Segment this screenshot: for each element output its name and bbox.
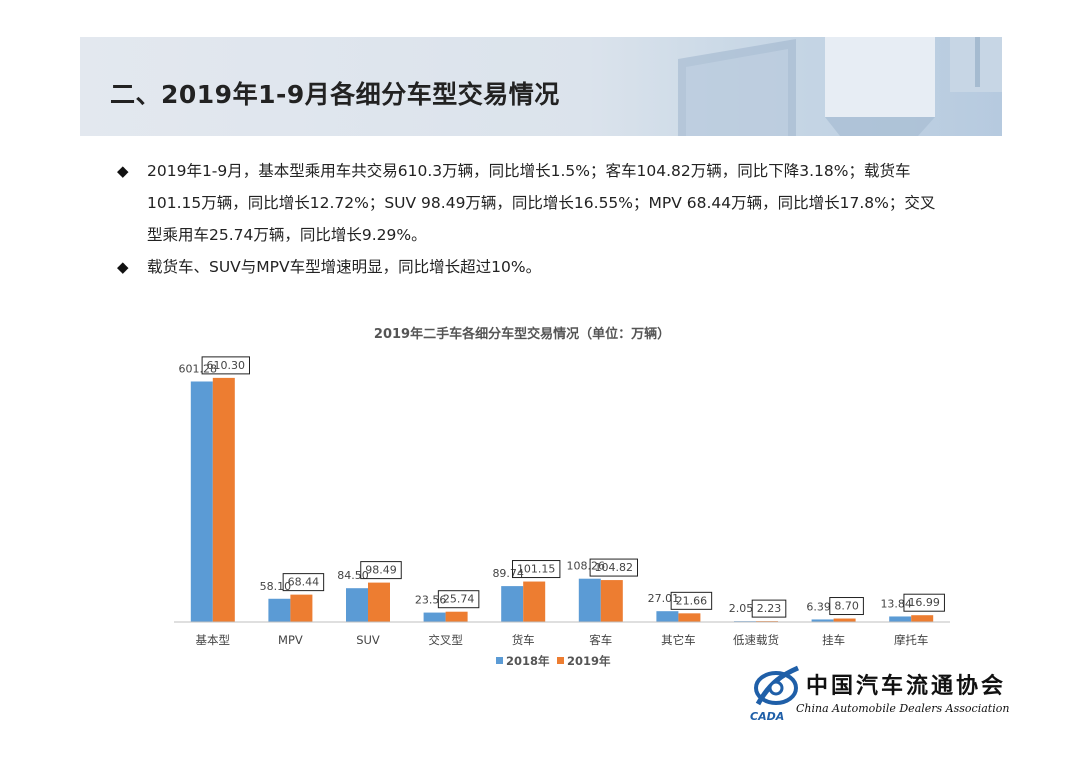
data-label-2018-6: 27.01 [648, 592, 680, 605]
cube-decoration [678, 37, 1002, 136]
x-tick-label-2: SUV [356, 633, 380, 647]
data-label-2018-0: 601.28 [179, 362, 218, 375]
data-label-box-2019-4 [512, 560, 561, 579]
bar-2019-8 [833, 618, 856, 622]
chart-legend: 2018年 2019年 [496, 654, 611, 668]
bar-2019-3 [445, 611, 468, 622]
data-label-box-2019-7 [751, 599, 787, 618]
data-label-2019-4: 101.15 [517, 563, 556, 576]
logo-english-name: China Automobile Dealers Association [796, 702, 1010, 715]
x-tick-label-5: 客车 [589, 633, 612, 647]
x-tick-label-3: 交叉型 [428, 633, 463, 647]
bar-2018-3 [423, 612, 446, 622]
logo-mark-text: CADA [750, 710, 784, 723]
bar-2018-4 [501, 586, 524, 622]
x-tick-label-4: 货车 [512, 633, 535, 647]
data-label-2019-3: 25.74 [443, 593, 475, 606]
cada-logo-icon: CADA [750, 665, 799, 723]
data-label-2019-9: 16.99 [908, 596, 940, 609]
x-tick-label-0: 基本型 [196, 633, 231, 647]
data-label-2019-8: 8.70 [834, 600, 859, 613]
diamond-bullet-icon: ◆ [117, 162, 129, 180]
data-label-2018-9: 13.84 [880, 597, 912, 610]
x-tick-label-7: 低速载货 [733, 633, 779, 647]
data-label-2019-1: 68.44 [288, 576, 320, 589]
data-label-2018-7: 2.05 [729, 602, 754, 615]
data-label-2018-2: 84.50 [337, 569, 369, 582]
bar-2019-1 [290, 594, 313, 622]
x-tick-label-6: 其它车 [661, 633, 696, 647]
bar-2019-9 [911, 615, 934, 622]
legend-swatch-2018 [496, 657, 503, 664]
bullet-text-2: 载货车、SUV与MPV车型增速明显，同比增长超过10%。 [147, 258, 542, 276]
bar-2018-0 [190, 381, 213, 622]
bar-2018-5 [578, 578, 601, 622]
bar-2019-2 [368, 582, 390, 622]
data-label-2019-6: 21.66 [676, 594, 708, 607]
legend-label-2018: 2018年 [506, 654, 550, 668]
bullet-item-1: ◆ 2019年1-9月，基本型乘用车共交易610.3万辆，同比增长1.5%；客车… [115, 155, 945, 251]
data-label-box-2019-8 [829, 597, 864, 616]
data-label-2019-5: 104.82 [595, 561, 634, 574]
logo-chinese-name: 中国汽车流通协会 [806, 673, 1007, 699]
data-label-2018-3: 23.56 [415, 594, 447, 607]
bar-2018-9 [889, 616, 912, 622]
data-label-2019-7: 2.23 [757, 602, 782, 615]
bar-2018-2 [346, 588, 368, 622]
x-tick-label-8: 挂车 [822, 633, 845, 647]
legend-label-2019: 2019年 [567, 654, 611, 668]
bar-2019-5 [600, 580, 623, 622]
data-label-box-2019-1 [282, 573, 325, 592]
bar-2018-1 [268, 598, 291, 622]
bar-2019-0 [212, 377, 235, 622]
bar-2018-6 [656, 611, 679, 622]
data-label-box-2019-6 [670, 591, 713, 610]
header-banner: 二、2019年1-9月各细分车型交易情况 [80, 37, 1002, 136]
bar-2019-6 [678, 613, 701, 622]
chart-title: 2019年二手车各细分车型交易情况（单位：万辆） [374, 326, 670, 342]
legend-swatch-2019 [557, 657, 564, 664]
data-label-2019-2: 98.49 [365, 564, 397, 577]
data-label-2018-5: 108.26 [567, 560, 606, 573]
data-label-box-2019-5 [589, 558, 638, 577]
data-label-box-2019-2 [360, 561, 402, 580]
plot-area: 601.28610.30基本型58.1068.44MPV84.5098.49SU… [179, 356, 945, 647]
bar-2019-4 [523, 581, 546, 622]
page-title: 二、2019年1-9月各细分车型交易情况 [110, 80, 560, 109]
x-tick-label-9: 摩托车 [894, 633, 929, 647]
bullet-list: ◆ 2019年1-9月，基本型乘用车共交易610.3万辆，同比增长1.5%；客车… [115, 155, 945, 283]
bullet-text-1: 2019年1-9月，基本型乘用车共交易610.3万辆，同比增长1.5%；客车10… [147, 162, 936, 244]
bar-2018-8 [811, 619, 834, 622]
data-label-box-2019-3 [437, 590, 480, 609]
cada-logo: CADA 中国汽车流通协会 China Automobile Dealers A… [748, 664, 1009, 724]
bullet-item-2: ◆ 载货车、SUV与MPV车型增速明显，同比增长超过10%。 [115, 251, 945, 283]
data-label-box-2019-9 [903, 593, 945, 612]
diamond-bullet-icon: ◆ [117, 258, 129, 276]
data-label-2019-0: 610.30 [207, 359, 246, 372]
x-tick-label-1: MPV [278, 633, 303, 647]
data-label-2018-4: 89.74 [492, 567, 524, 580]
data-label-2018-8: 6.39 [806, 600, 831, 613]
data-label-box-2019-0 [201, 356, 251, 375]
